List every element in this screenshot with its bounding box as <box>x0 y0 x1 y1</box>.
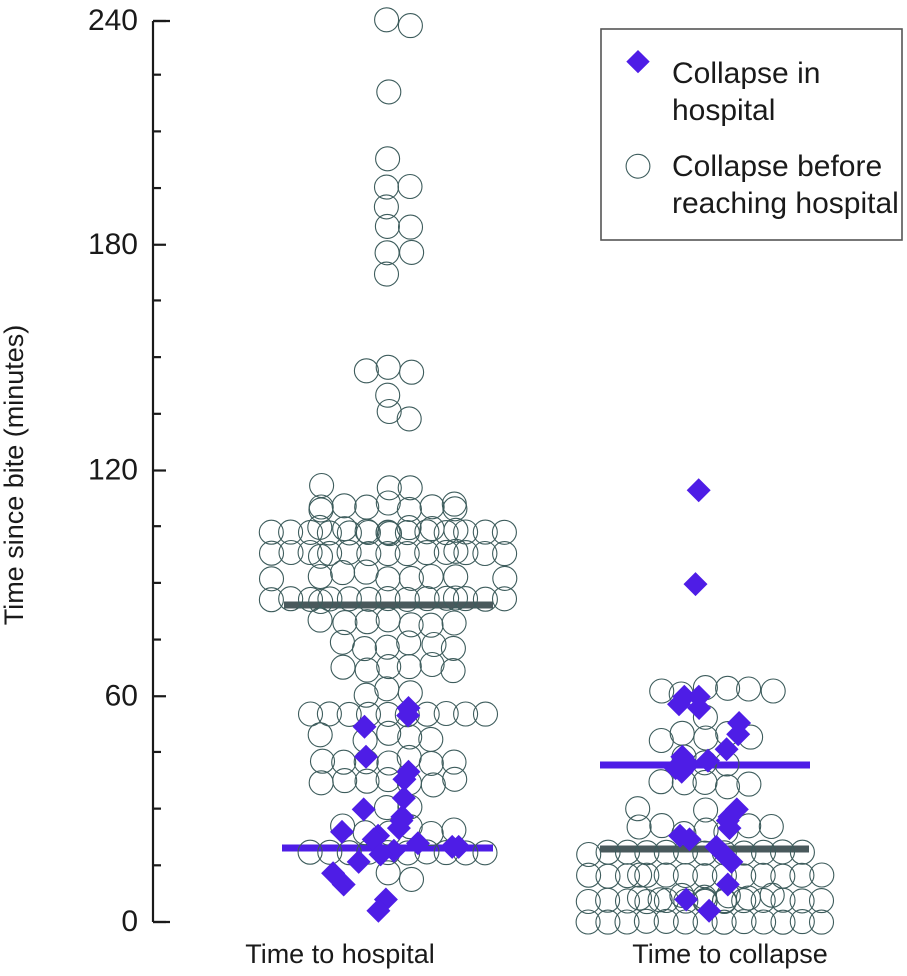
svg-text:Time since bite (minutes): Time since bite (minutes) <box>0 325 29 626</box>
svg-text:120: 120 <box>88 454 138 487</box>
svg-text:240: 240 <box>88 4 138 37</box>
svg-text:hospital: hospital <box>672 94 775 127</box>
svg-text:Time to collapse: Time to collapse <box>632 939 828 969</box>
svg-text:60: 60 <box>105 679 138 712</box>
svg-text:Time to hospital: Time to hospital <box>245 939 435 969</box>
svg-text:Collapse before: Collapse before <box>672 150 882 183</box>
svg-text:180: 180 <box>88 228 138 261</box>
svg-text:reaching hospital: reaching hospital <box>672 187 899 220</box>
svg-text:0: 0 <box>121 905 138 938</box>
svg-text:Collapse in: Collapse in <box>672 57 820 90</box>
